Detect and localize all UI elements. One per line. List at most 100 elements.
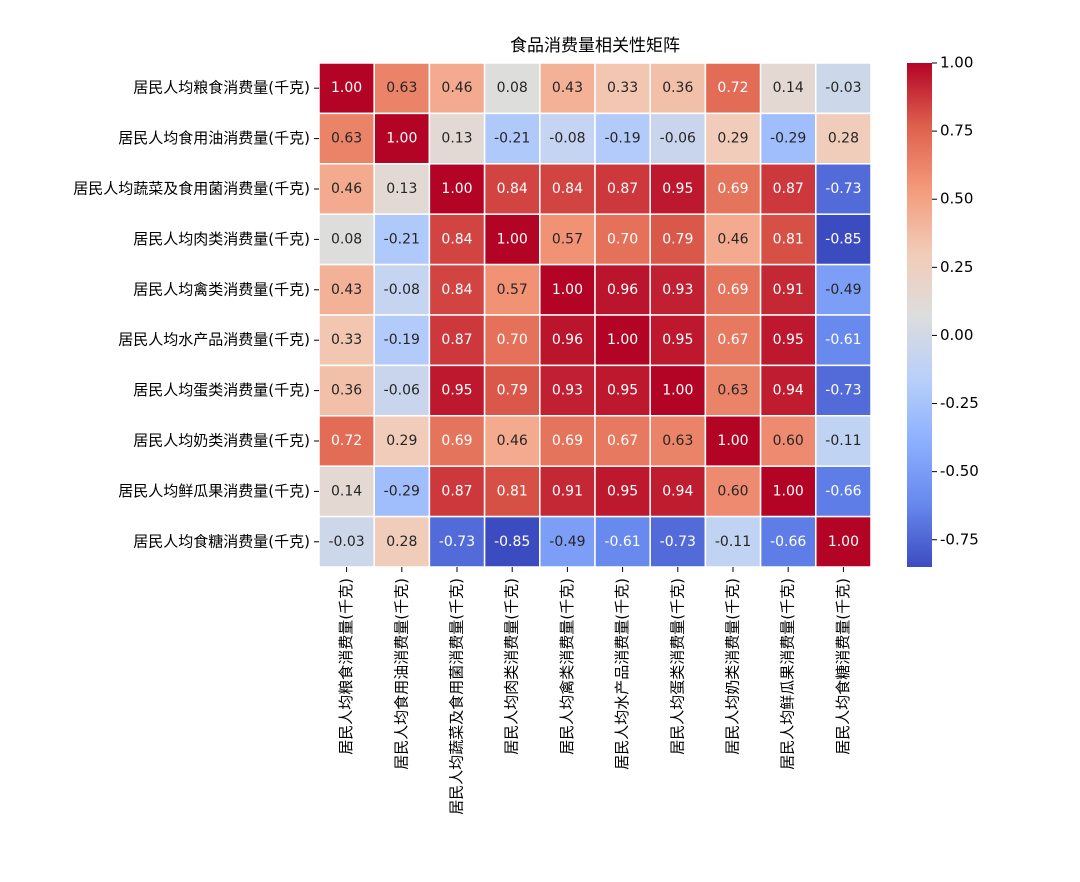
cell-label: 0.94 — [773, 383, 804, 399]
heatmap-cell — [704, 364, 762, 417]
cell-label: -0.03 — [825, 80, 861, 96]
colorbar-tick-label: 0.25 — [940, 258, 973, 276]
cell-label: 0.63 — [717, 383, 748, 399]
cell-label: 0.28 — [828, 131, 859, 147]
cell-label: 1.00 — [552, 282, 583, 298]
heatmap-cell — [594, 515, 651, 568]
heatmap-cell — [373, 263, 431, 316]
heatmap-cell — [594, 62, 651, 115]
cell-label: 0.67 — [607, 433, 638, 449]
x-tick-label: 居民人均食用油消费量(千克) — [392, 578, 410, 770]
cell-label: -0.73 — [825, 383, 861, 399]
heatmap-cell — [759, 415, 817, 467]
cell-label: 0.60 — [717, 483, 748, 499]
heatmap-cell — [649, 112, 707, 165]
cell-label: -0.73 — [439, 534, 475, 550]
cell-label: 0.95 — [662, 181, 693, 197]
cell-label: 0.69 — [441, 433, 472, 449]
heatmap-cell — [594, 112, 651, 165]
cell-label: 0.69 — [552, 433, 583, 449]
heatmap-cell — [815, 515, 872, 568]
cell-label: 0.95 — [662, 332, 693, 348]
cell-label: 0.87 — [441, 332, 472, 348]
cell-label: -0.29 — [384, 483, 420, 499]
cell-label: 1.00 — [441, 181, 472, 197]
cell-label: 1.00 — [773, 483, 804, 499]
cell-label: 0.43 — [552, 80, 583, 96]
heatmap-cell — [759, 465, 817, 518]
heatmap-cell — [483, 112, 541, 165]
cell-label: 0.46 — [717, 231, 748, 247]
heatmap-cell — [483, 415, 541, 467]
heatmap-cell — [759, 112, 817, 165]
colorbar-tick-label: 0.50 — [940, 190, 973, 208]
cell-label: 0.95 — [607, 483, 638, 499]
cell-label: 0.57 — [497, 282, 528, 298]
cell-label: -0.73 — [660, 534, 696, 550]
cell-label: 1.00 — [386, 131, 417, 147]
cell-label: 0.57 — [552, 231, 583, 247]
y-tick-label: 居民人均肉类消费量(千克) — [133, 230, 310, 248]
cell-label: 0.91 — [552, 483, 583, 499]
heatmap-cell — [373, 163, 431, 215]
heatmap-cell — [649, 515, 707, 568]
heatmap-cell — [704, 163, 762, 215]
heatmap-cell — [594, 415, 651, 467]
cell-label: 0.87 — [607, 181, 638, 197]
heatmap-cell — [373, 465, 431, 518]
heatmap-cell — [318, 213, 375, 266]
cell-label: 0.72 — [331, 433, 362, 449]
cell-label: -0.66 — [770, 534, 806, 550]
heatmap-cell — [539, 314, 596, 367]
colorbar-tick-label: -0.25 — [940, 394, 979, 412]
cell-label: 0.13 — [386, 181, 417, 197]
cell-label: 0.87 — [773, 181, 804, 197]
cell-label: 0.84 — [552, 181, 583, 197]
cell-label: 0.29 — [717, 131, 748, 147]
colorbar-tick-label: -0.75 — [940, 530, 979, 548]
cell-label: 0.96 — [552, 332, 583, 348]
cell-label: 1.00 — [662, 383, 693, 399]
cell-label: -0.08 — [384, 282, 420, 298]
cell-label: 0.13 — [441, 131, 472, 147]
heatmap-cell — [704, 415, 762, 467]
x-tick-label: 居民人均水产品消费量(千克) — [613, 578, 631, 770]
cell-label: 0.81 — [497, 483, 528, 499]
cell-label: 0.95 — [607, 383, 638, 399]
cell-label: 0.79 — [497, 383, 528, 399]
cell-label: 0.69 — [717, 282, 748, 298]
y-tick-label: 居民人均食糖消费量(千克) — [133, 532, 310, 550]
cell-label: 0.84 — [497, 181, 528, 197]
heatmap-cell — [704, 515, 762, 568]
heatmap-cell — [815, 415, 872, 467]
heatmap-cell — [704, 62, 762, 115]
heatmap-cell — [759, 364, 817, 417]
colorbar-tick-label: 0.75 — [940, 122, 973, 140]
heatmap-cell — [594, 364, 651, 417]
cell-label: 0.81 — [773, 231, 804, 247]
cell-label: -0.19 — [604, 131, 640, 147]
heatmap-cell — [594, 213, 651, 266]
cell-label: 0.29 — [386, 433, 417, 449]
cell-label: 0.94 — [662, 483, 693, 499]
cell-label: 0.43 — [331, 282, 362, 298]
cell-label: -0.85 — [825, 231, 861, 247]
cell-label: 1.00 — [717, 433, 748, 449]
colorbar — [907, 63, 932, 567]
cell-label: 0.63 — [662, 433, 693, 449]
x-tick-label: 居民人均奶类消费量(千克) — [724, 578, 742, 755]
heatmap-cell — [704, 465, 762, 518]
y-tick-label: 居民人均禽类消费量(千克) — [133, 280, 310, 298]
cell-label: -0.49 — [825, 282, 861, 298]
y-tick-label: 居民人均粮食消费量(千克) — [133, 79, 310, 97]
cell-label: 0.36 — [662, 80, 693, 96]
cell-label: 0.08 — [331, 231, 362, 247]
cell-label: 0.46 — [497, 433, 528, 449]
heatmap-cell — [815, 163, 872, 215]
y-tick-label: 居民人均蔬菜及食用菌消费量(千克) — [73, 180, 310, 198]
heatmap-cell — [318, 515, 375, 568]
cell-label: -0.73 — [825, 181, 861, 197]
heatmap-cell — [483, 314, 541, 367]
cell-label: -0.06 — [660, 131, 696, 147]
